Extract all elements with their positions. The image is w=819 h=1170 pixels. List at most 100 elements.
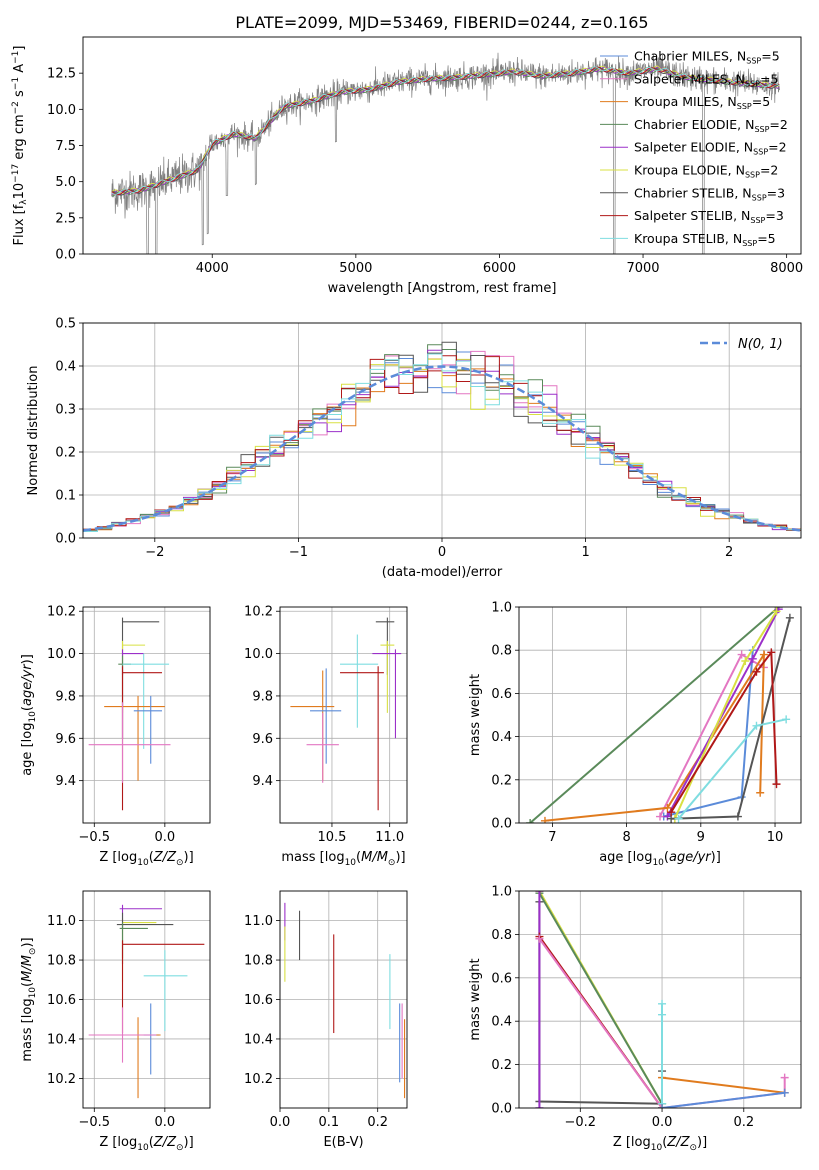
weight-marker-salpeter_stelib [667,808,676,817]
axes-frame [82,322,802,539]
weight-vs-age-panel: 7 8 9 10 0.0 0.2 0.4 0.6 0.8 1.0 age [log10(age/yr… [468,601,802,868]
x-tick-label: −0.2 [565,1115,597,1130]
y-tick-label: 10.6 [47,993,76,1008]
residual-histogram-kroupa_stelib [83,353,801,532]
y-tick-label: 10.2 [244,1072,273,1087]
y-tick-label: 5.0 [55,175,76,190]
weight-marker-kroupa_miles [540,816,549,823]
x-tick-label: 0 [438,545,446,560]
y-tick-label: 0.6 [491,687,512,702]
weight-marker-chabrier_elodie [526,819,535,823]
age-vs-metallicity-panel: −0.5 0.0 9.4 9.6 9.8 10.0 10.2 Z [log10(Z/Z⊙)] a… [20,605,211,868]
y-tick-label: 0.5 [55,317,76,332]
x-tick-label: 1 [581,545,589,560]
x-tick-label: 11.0 [375,830,404,845]
spectrum-panel: 4000 5000 6000 7000 8000 0.0 2.5 5.0 7.5 10.0 12.5… [11,36,803,296]
legend-label-kroupa_elodie: Kroupa ELODIE, NSSP=2 [634,163,778,180]
axes-frame [279,606,408,824]
x-axis-label: wavelength [Angstrom, rest frame] [328,281,557,296]
weight-marker-kroupa_stelib [782,715,791,724]
legend-label-chabrier_elodie: Chabrier ELODIE, NSSP=2 [634,117,788,134]
x-tick-label: 10 [767,830,784,845]
weight-marker-salpeter_stelib [752,667,761,676]
weight-vs-metallicity-panel: −0.2 0.0 0.2 0.0 0.2 0.4 0.6 0.8 1.0 Z [log10(Z/Z… [468,885,802,1153]
x-tick-label: −1 [289,545,308,560]
y-tick-label: 2.5 [55,211,76,226]
y-tick-label: 11.0 [244,914,273,929]
y-tick-label: 10.0 [47,647,76,662]
weight-marker-kroupa_miles [663,803,672,812]
y-tick-label: 0.2 [55,446,76,461]
y-tick-label: 10.0 [244,647,273,662]
x-tick-label: 8 [622,830,630,845]
legend-label-chabrier_stelib: Chabrier STELIB, NSSP=3 [634,185,785,202]
figure-title: PLATE=2099, MJD=53469, FIBERID=0244, z=0… [235,13,648,32]
y-tick-label: 10.2 [47,1072,76,1087]
residuals-legend: N(0, 1) [700,337,783,352]
x-tick-label: 0.0 [155,830,176,845]
x-tick-label: −0.5 [78,1115,110,1130]
y-tick-label: 0.6 [491,971,512,986]
spectrum-legend: Chabrier MILES, NSSP=5 Salpeter MILES, NS… [600,49,788,248]
x-tick-label: 0.2 [733,1115,754,1130]
x-tick-label: 0.2 [367,1115,388,1130]
y-tick-label: 1.0 [491,885,512,900]
spectrum-model-kroupa_stelib [111,66,780,195]
x-axis-label: Z [log10(Z/Z⊙)] [613,1135,707,1153]
y-tick-label: 10.4 [47,1032,76,1047]
y-tick-label: 0.2 [491,1058,512,1073]
y-tick-label: 0.8 [491,644,512,659]
x-tick-label: 0.1 [319,1115,340,1130]
weight-line-chabrier_elodie [529,607,780,823]
spectrum-model-kroupa_elodie [111,65,780,194]
weight-line-kroupa_miles [661,1076,785,1108]
y-axis-label: mass weight [468,958,483,1040]
residual-histogram-kroupa_elodie [83,358,801,531]
y-axis-label: age [log10(age/yr)] [20,654,38,776]
x-tick-label: 0.0 [652,1115,673,1130]
y-tick-label: 9.6 [55,732,76,747]
x-tick-label: 7 [548,830,556,845]
x-axis-label: E(B-V) [323,1135,363,1150]
weight-marker-kroupa_elodie [772,607,781,616]
y-axis-label: Normed distribution [26,366,41,496]
y-axis-label: mass weight [468,674,483,756]
mass-vs-ebv-panel: 0.0 0.1 0.2 10.2 10.4 10.6 10.8 11.0 E(B-V) [244,890,408,1150]
weight-marker-salpeter_stelib [767,648,776,657]
y-tick-label: 9.8 [252,689,273,704]
x-axis-label: (data-model)/error [382,565,503,580]
weight-marker-kroupa_miles [756,788,765,797]
legend-label-kroupa_stelib: Kroupa STELIB, NSSP=5 [634,231,776,248]
x-tick-label: 8000 [770,261,803,276]
y-tick-label: 11.0 [47,914,76,929]
weight-marker-salpeter_miles [535,934,544,943]
weight-marker-kroupa_stelib [674,814,683,823]
y-axis-label: mass [log10(M/M⊙)] [20,937,38,1061]
weight-marker-kroupa_elodie [741,657,750,665]
y-tick-label: 9.4 [252,774,273,789]
x-axis-label: age [log10(age/yr)] [599,850,721,868]
gauss-legend-text: N(0, 1) [738,337,783,352]
y-tick-label: 0.8 [491,928,512,943]
weight-marker-kroupa_stelib [658,999,667,1008]
y-tick-label: 0.0 [491,1102,512,1117]
y-axis-label: Flux [fλ10−17 erg cm−2 s−1 A−1] [11,46,29,246]
x-tick-label: 7000 [626,261,659,276]
spectrum-model-chabrier_stelib [111,66,780,196]
y-tick-label: 0.1 [55,489,76,504]
weight-marker-chabrier_stelib [733,812,742,821]
y-tick-label: 0.0 [55,532,76,547]
weight-marker-chabrier_miles [780,1088,789,1097]
weight-line-kroupa_stelib [677,718,787,820]
weight-marker-kroupa_stelib [752,721,761,730]
legend-label-salpeter_elodie: Salpeter ELODIE, NSSP=2 [634,140,787,157]
residuals-panel: −2 −1 0 1 2 0.0 0.1 0.2 0.3 0.4 0.5 (data-model)/er… [26,317,802,580]
y-tick-label: 0.3 [55,403,76,418]
weight-marker-salpeter_miles [656,812,664,821]
weight-marker-chabrier_stelib [785,613,794,622]
y-tick-label: 0.0 [491,817,512,832]
axes-frame [82,36,802,255]
y-tick-label: 0.2 [491,773,512,788]
weight-marker-salpeter_stelib [772,780,781,789]
x-axis-label: mass [log10(M/M⊙)] [281,850,405,868]
